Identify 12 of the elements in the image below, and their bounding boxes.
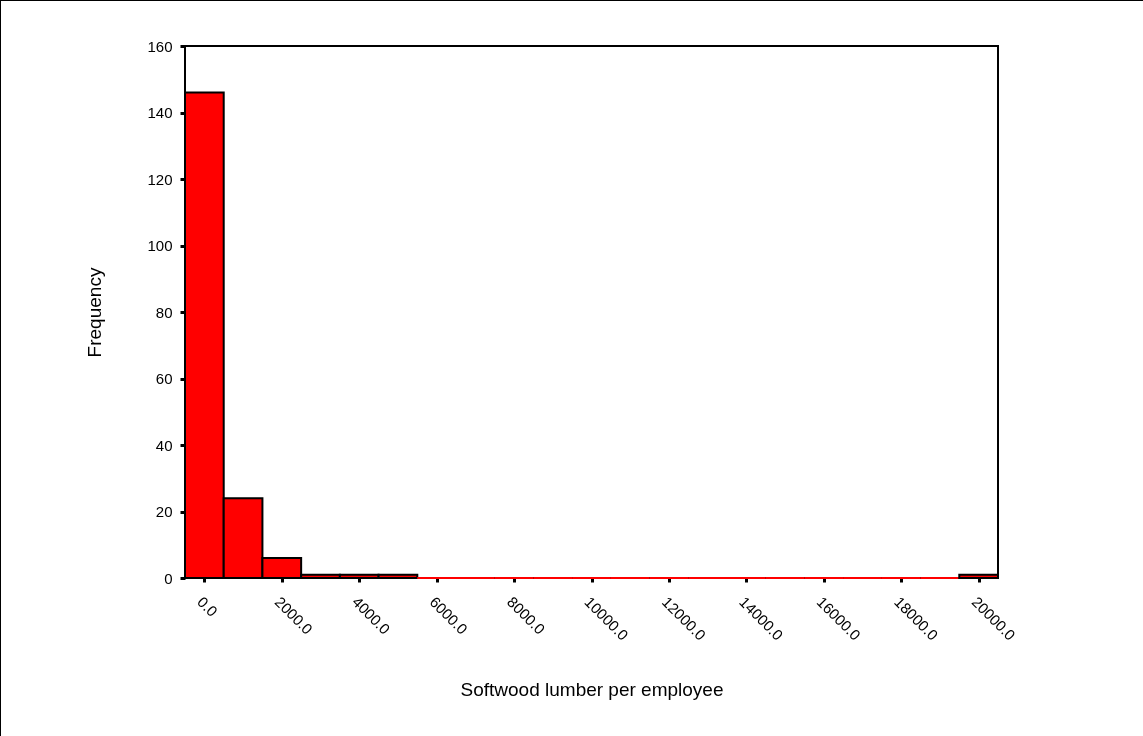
y-tick-label: 60 xyxy=(155,370,173,387)
y-tick-label: 0 xyxy=(164,569,173,587)
y-tick-label: 80 xyxy=(155,303,173,321)
x-axis-title: Softwood lumber per employee xyxy=(460,679,724,701)
y-tick-label: 160 xyxy=(147,37,173,55)
y-axis-title: Frequency xyxy=(84,267,106,358)
y-tick-label: 100 xyxy=(147,237,173,254)
y-tick-label: 20 xyxy=(155,503,173,520)
y-tick-label: 120 xyxy=(147,170,173,188)
y-tick-label: 140 xyxy=(147,104,173,121)
x-tick-label: 0.0 xyxy=(194,593,222,620)
y-tick-label: 40 xyxy=(155,436,173,454)
